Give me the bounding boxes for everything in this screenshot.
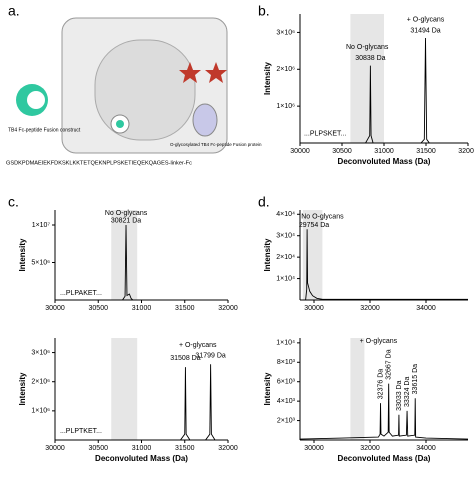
x-tick-label: 31000: [374, 148, 394, 155]
y-tick-label: 1×10⁷: [32, 222, 51, 229]
spectrum-line: [55, 224, 228, 301]
annotation: 31799 Da: [195, 352, 225, 359]
y-tick-label: 3×10⁶: [31, 349, 50, 356]
x-tick-label: 31000: [132, 305, 152, 312]
peak-label: 32376 Da: [377, 369, 384, 399]
annotation: ...PLPAKET...: [60, 290, 102, 297]
x-tick-label: 31000: [132, 445, 152, 452]
glycan-star: [179, 62, 201, 83]
y-tick-label: 3×10⁶: [276, 29, 295, 36]
annotation: 31494 Da: [410, 27, 440, 34]
y-tick-label: 5×10⁶: [31, 259, 50, 266]
x-tick-label: 31500: [416, 148, 436, 155]
peak-label: 33615 Da: [412, 364, 419, 394]
x-tick-label: 32000: [218, 445, 238, 452]
x-axis-label: Deconvoluted Mass (Da): [338, 454, 431, 463]
annotation: No O-glycans: [301, 213, 344, 220]
panel-label: a.: [8, 3, 20, 19]
spectrum-line: [55, 364, 228, 441]
glycan-star: [205, 62, 227, 83]
x-axis-label: Deconvoluted Mass (Da): [95, 454, 188, 463]
annotation: No O-glycans: [346, 44, 389, 51]
x-tick-label: 30000: [45, 305, 65, 312]
sequence: GSDKPDMAEIEKFDKSKLKKTETQEKNPLPSKETIEQEKQ…: [6, 160, 192, 166]
panel-label: b.: [258, 3, 270, 19]
y-axis-label: Intensity: [18, 372, 27, 405]
x-tick-label: 31500: [175, 305, 195, 312]
y-tick-label: 1×10⁶: [276, 103, 295, 110]
y-tick-label: 2×10⁶: [31, 379, 50, 386]
annotation: 30838 Da: [355, 55, 385, 62]
annotation: 30821 Da: [111, 217, 141, 224]
x-tick-label: 32000: [458, 148, 474, 155]
highlight-region: [111, 338, 138, 440]
organelle: [94, 39, 196, 141]
construct-label: TB4 Fc-peptide Fusion construct: [8, 127, 81, 133]
peak-label: 32667 Da: [386, 349, 393, 379]
x-tick-label: 32000: [218, 305, 238, 312]
x-tick-label: 30000: [304, 305, 324, 312]
annotation: 29754 Da: [299, 222, 329, 229]
highlight-region: [350, 14, 384, 143]
annotation: + O-glycans: [360, 338, 398, 345]
y-tick-label: 4×10³: [277, 398, 296, 405]
y-tick-label: 2×10⁴: [276, 254, 295, 261]
spectrum-line: [300, 229, 468, 301]
x-tick-label: 34000: [416, 445, 436, 452]
x-tick-label: 32000: [360, 445, 380, 452]
panel-label: d.: [258, 194, 270, 210]
peak-label: 33033 Da: [396, 380, 403, 410]
y-axis-label: Intensity: [263, 62, 272, 95]
y-tick-label: 4×10⁴: [276, 211, 295, 218]
x-tick-label: 32000: [360, 305, 380, 312]
y-axis-label: Intensity: [263, 372, 272, 405]
x-tick-label: 30000: [45, 445, 65, 452]
y-tick-label: 2×10⁶: [276, 66, 295, 73]
annotation: No O-glycans: [105, 210, 148, 217]
fc-protein: [192, 103, 218, 137]
panel-label: c.: [8, 194, 19, 210]
annotation: + O-glycans: [179, 342, 217, 349]
annotation: + O-glycans: [407, 16, 445, 23]
y-tick-label: 1×10⁴: [276, 275, 295, 282]
y-tick-label: 1×10⁶: [31, 408, 50, 415]
diagram: TB4 Fc-peptide Fusion construct O-glycos…: [6, 17, 262, 166]
y-tick-label: 6×10³: [277, 379, 296, 386]
plasmid-hole: [27, 91, 45, 109]
peak-label: 33324 Da: [404, 377, 411, 407]
highlight-region: [350, 338, 365, 440]
x-tick-label: 30500: [332, 148, 352, 155]
x-tick-label: 30000: [290, 148, 310, 155]
annotation: ...PLPTKET...: [60, 428, 102, 435]
y-tick-label: 8×10³: [277, 359, 296, 366]
x-axis-label: Deconvoluted Mass (Da): [338, 157, 431, 166]
x-tick-label: 30500: [89, 445, 109, 452]
y-tick-label: 2×10³: [277, 417, 296, 424]
y-tick-label: 1×10⁴: [276, 340, 295, 347]
annotation: 31508 Da: [170, 355, 200, 362]
spectrum-line: [300, 37, 468, 144]
y-axis-label: Intensity: [18, 238, 27, 271]
protein-label: O-glycosylated TB4 Fc-peptide Fusion pro…: [170, 142, 262, 147]
spectrum-line: [299, 383, 469, 440]
highlight-region: [111, 210, 138, 300]
y-axis-label: Intensity: [263, 238, 272, 271]
x-tick-label: 30000: [304, 445, 324, 452]
annotation: ...PLPSKET...: [304, 131, 346, 138]
y-tick-label: 3×10⁴: [276, 233, 295, 240]
x-tick-label: 34000: [416, 305, 436, 312]
x-tick-label: 31500: [175, 445, 195, 452]
x-tick-label: 30500: [89, 305, 109, 312]
vesicle-core: [116, 120, 124, 128]
